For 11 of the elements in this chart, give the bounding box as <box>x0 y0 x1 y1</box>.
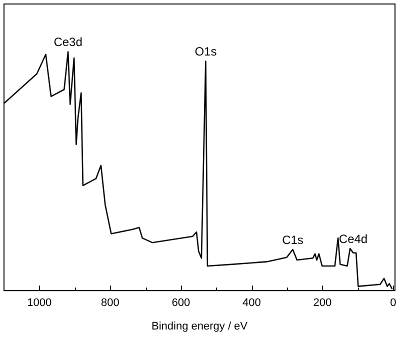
x-tick-label: 200 <box>313 297 332 310</box>
x-tick-label: 0 <box>390 297 396 310</box>
annotation: Ce3d <box>54 35 82 50</box>
x-axis-title: Binding energy / eV <box>151 320 248 332</box>
x-tick-label: 1000 <box>27 297 52 310</box>
annotation: C1s <box>282 232 304 247</box>
annotation: O1s <box>194 44 217 59</box>
annotation: Ce4d <box>338 232 368 246</box>
x-tick-label: 400 <box>242 297 261 310</box>
x-tick-label: 600 <box>172 297 190 310</box>
x-tick-label: 800 <box>100 297 120 310</box>
